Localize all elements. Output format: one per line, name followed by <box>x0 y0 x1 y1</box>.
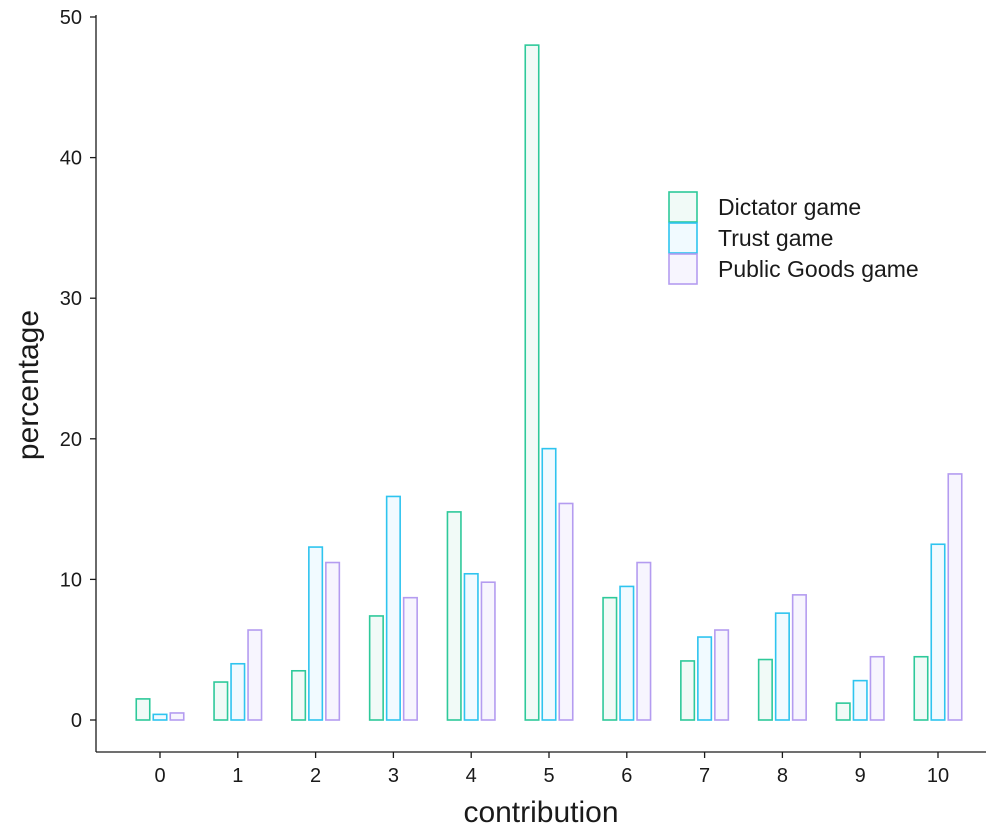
bar-trust-game-8 <box>774 612 790 721</box>
legend-swatch <box>668 222 698 254</box>
x-tick-label: 9 <box>855 765 866 787</box>
bar-trust-game-3 <box>385 495 401 721</box>
legend-swatch <box>668 253 698 285</box>
x-tick-label: 10 <box>927 765 949 787</box>
legend-label: Public Goods game <box>718 256 919 282</box>
bar-public-goods-game-0 <box>169 712 185 721</box>
bar-dictator-game-5 <box>524 44 540 721</box>
legend-label: Trust game <box>718 225 833 251</box>
bar-dictator-game-10 <box>913 655 929 721</box>
x-tick-label: 8 <box>777 765 788 787</box>
bar-trust-game-0 <box>152 713 168 721</box>
bar-dictator-game-4 <box>446 511 462 721</box>
bar-dictator-game-7 <box>680 660 696 721</box>
legend-swatch <box>668 191 698 223</box>
x-tick-label: 4 <box>466 765 477 787</box>
bar-public-goods-game-6 <box>636 561 652 721</box>
y-tick-label: 0 <box>71 710 82 732</box>
bar-public-goods-game-10 <box>947 473 963 721</box>
y-axis-title: percentage <box>12 310 45 460</box>
bar-public-goods-game-9 <box>869 655 885 721</box>
bar-dictator-game-1 <box>213 681 229 721</box>
x-tick-label: 1 <box>232 765 243 787</box>
bar-trust-game-7 <box>697 636 713 721</box>
bar-dictator-game-0 <box>135 698 151 721</box>
x-tick-label: 5 <box>543 765 554 787</box>
bar-trust-game-2 <box>308 546 324 721</box>
bar-dictator-game-6 <box>602 596 618 721</box>
bar-trust-game-6 <box>619 585 635 721</box>
y-tick-label: 20 <box>60 429 82 451</box>
bar-public-goods-game-5 <box>558 502 574 721</box>
x-tick-label: 6 <box>621 765 632 787</box>
bar-trust-game-9 <box>852 679 868 721</box>
bar-public-goods-game-4 <box>480 581 496 721</box>
bar-trust-game-1 <box>230 662 246 721</box>
x-axis-ticks: 0 1 2 3 4 5 6 7 8 9 10 <box>154 752 949 787</box>
bar-dictator-game-3 <box>368 615 384 721</box>
x-tick-label: 7 <box>699 765 710 787</box>
bar-trust-game-4 <box>463 572 479 721</box>
bar-public-goods-game-2 <box>325 561 341 721</box>
bar-trust-game-10 <box>930 543 946 721</box>
bar-dictator-game-2 <box>291 669 307 721</box>
y-tick-label: 40 <box>60 148 82 170</box>
bar-dictator-game-8 <box>757 658 773 721</box>
x-tick-label: 3 <box>388 765 399 787</box>
legend-label: Dictator game <box>718 194 861 220</box>
x-tick-label: 2 <box>310 765 321 787</box>
legend: Dictator game Trust game Public Goods game <box>668 191 919 285</box>
x-tick-label: 0 <box>154 765 165 787</box>
bar-public-goods-game-3 <box>402 596 418 721</box>
y-tick-label: 30 <box>60 288 82 310</box>
bar-trust-game-5 <box>541 447 557 721</box>
bar-public-goods-game-1 <box>247 629 263 721</box>
y-axis-ticks: 0 10 20 30 40 50 <box>60 7 96 732</box>
bar-dictator-game-9 <box>835 702 851 721</box>
x-axis-title: contribution <box>463 796 618 829</box>
y-tick-label: 10 <box>60 569 82 591</box>
bar-public-goods-game-8 <box>791 594 807 721</box>
bars-layer <box>135 44 963 721</box>
y-tick-label: 50 <box>60 7 82 29</box>
bar-public-goods-game-7 <box>714 629 730 721</box>
